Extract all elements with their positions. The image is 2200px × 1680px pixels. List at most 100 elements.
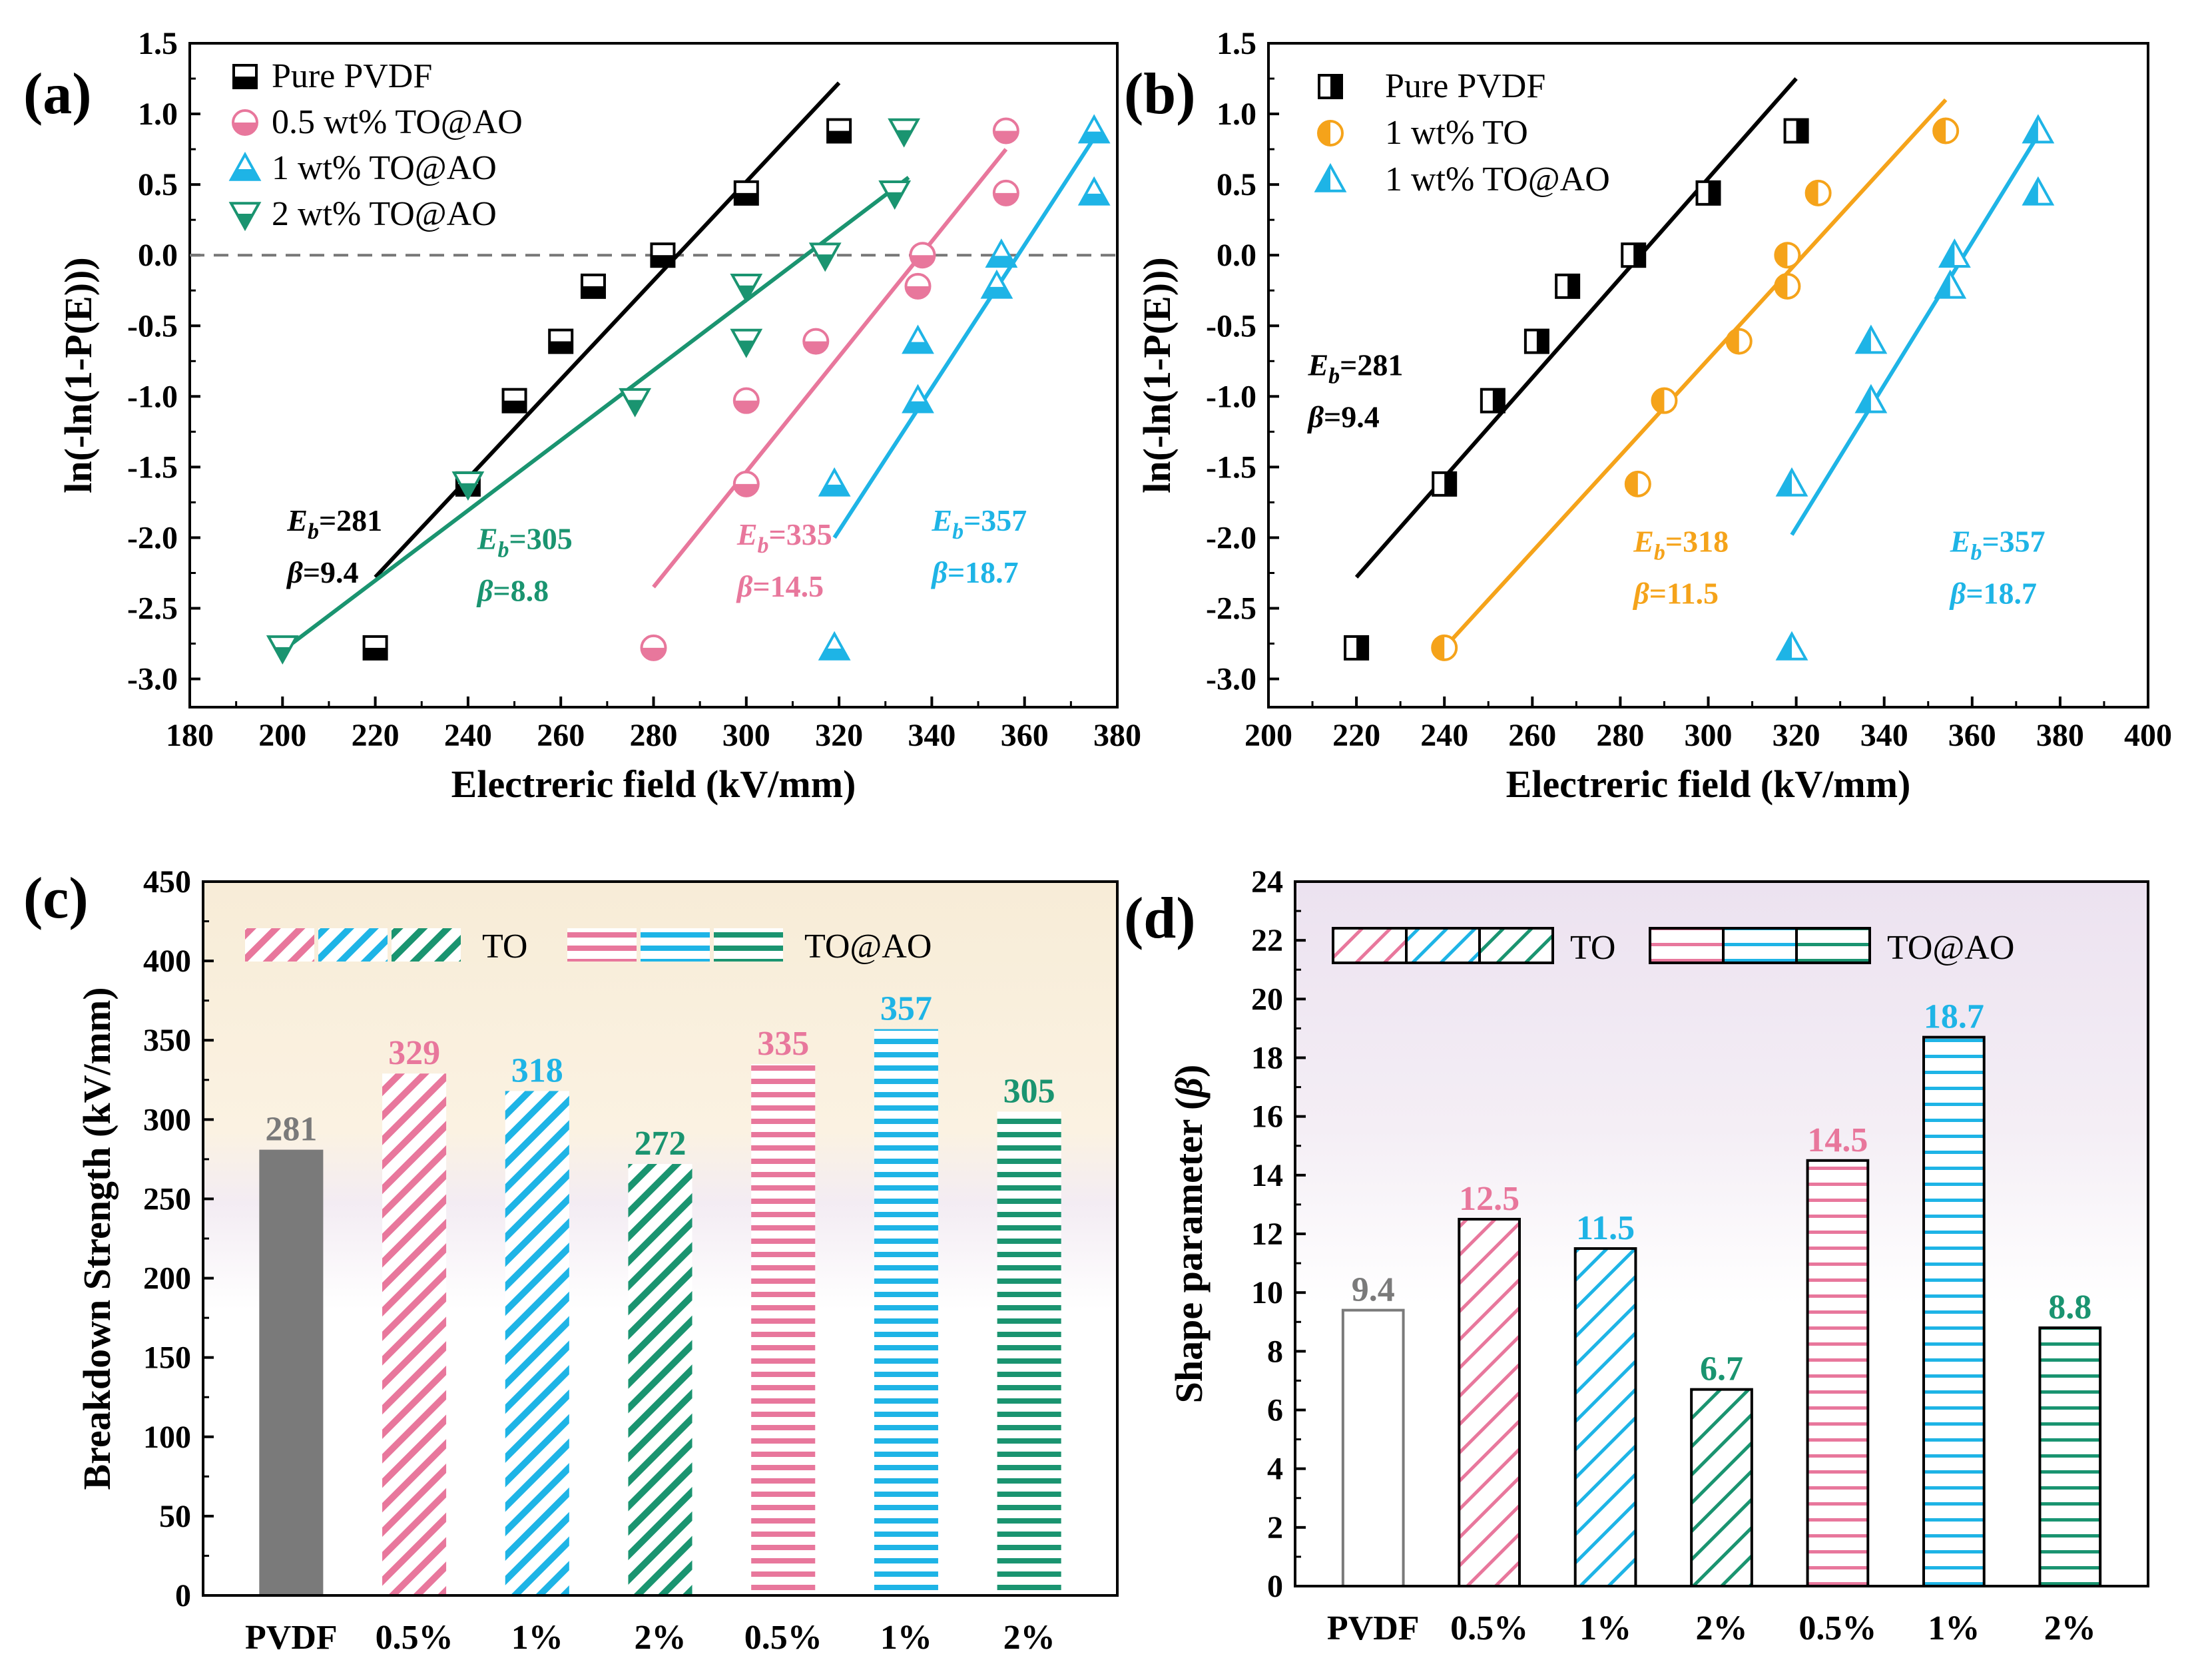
legend-label: TO@AO [804, 928, 932, 966]
data-point [266, 635, 299, 665]
series-2: Eb=357 β=18.7 [1775, 114, 2055, 661]
data-point [1077, 176, 1111, 206]
bar-5 [1922, 1035, 1986, 1588]
legend-marker [1314, 162, 1347, 192]
data-point [362, 635, 388, 661]
bar-value-label: 357 [880, 990, 932, 1028]
y-axis-title: Shape parameter (β) [1167, 1065, 1211, 1404]
eb-annotation: Eb=335 [736, 517, 832, 558]
legend-label: TO [1570, 929, 1615, 967]
bar-5 [874, 1029, 938, 1595]
bar-4 [1806, 1159, 1870, 1587]
legend-swatch [392, 928, 461, 962]
eb-annotation: Eb=305 [477, 521, 573, 562]
plot-frame [188, 42, 1119, 708]
category-label: 1% [511, 1619, 563, 1657]
y-tick-label: 16 [1251, 1099, 1283, 1135]
data-point [730, 274, 763, 303]
x-tick-label: 200 [258, 718, 306, 753]
data-point [1523, 328, 1549, 354]
legend-marker [1317, 120, 1344, 146]
bar-value-label: 11.5 [1576, 1209, 1635, 1247]
data-point [1774, 242, 1801, 269]
data-point [501, 388, 527, 414]
y-tick-label: 150 [143, 1340, 191, 1376]
legend: Pure PVDF 0.5 wt% TO@AO 1 wt% TO@AO 2 wt% T… [228, 57, 523, 233]
y-tick-label: 0 [1267, 1569, 1283, 1604]
fit-line [281, 176, 910, 653]
eb-annotation: Eb=357 [1950, 525, 2046, 565]
panel-b-scatter: (b) 200 220 240 260 280 300 320 340 360 380 400 -3.0… [1124, 26, 2172, 806]
bar-value-label: 305 [1003, 1072, 1055, 1110]
bar-value-label: 329 [388, 1034, 440, 1072]
data-point [985, 238, 1018, 268]
data-point [826, 118, 852, 144]
y-tick-label: 8 [1267, 1334, 1283, 1369]
bar-0 [1341, 1308, 1405, 1588]
data-point [1695, 180, 1721, 206]
y-tick-label: 1.5 [1217, 26, 1256, 61]
bar-2 [505, 1091, 569, 1595]
y-tick-label: 200 [143, 1261, 191, 1296]
category-label: 0.5% [744, 1619, 822, 1657]
x-tick-label: 220 [1332, 718, 1380, 753]
fit-line [1354, 77, 1798, 579]
x-tick-label: 320 [815, 718, 863, 753]
bar-6 [2038, 1326, 2102, 1587]
bar-value-label: 9.4 [1352, 1271, 1395, 1309]
category-label: PVDF [1327, 1609, 1420, 1647]
x-tick-label: 240 [1420, 718, 1468, 753]
x-tick-label: 320 [1773, 718, 1820, 753]
legend-label: 0.5 wt% TO@AO [272, 103, 523, 141]
category-label: PVDF [245, 1619, 338, 1657]
data-point [1432, 471, 1458, 497]
y-tick-label: 2 [1267, 1510, 1283, 1545]
data-point [980, 269, 1013, 299]
beta-annotation: β=9.4 [1306, 400, 1379, 434]
data-point [818, 467, 851, 497]
data-point [904, 272, 932, 300]
data-point [1624, 470, 1651, 497]
legend-marker [1318, 74, 1343, 99]
legend: TO TO@AO [1332, 927, 2014, 967]
legend-label: TO@AO [1887, 929, 2014, 967]
y-tick-label: 350 [143, 1023, 191, 1058]
panel-label: (b) [1124, 62, 1196, 127]
legend-label: 1 wt% TO [1385, 114, 1528, 152]
y-tick-label: -3.0 [1206, 662, 1256, 697]
data-point [1725, 328, 1753, 355]
legend-swatch [318, 928, 388, 962]
eb-annotation: Eb=357 [931, 503, 1027, 544]
legend-label: TO [482, 928, 527, 966]
y-tick-label: 0.0 [138, 238, 178, 273]
data-point [1934, 269, 1967, 299]
legend: Pure PVDF 1 wt% TO 1 wt% TO@AO [1314, 67, 1610, 198]
beta-annotation: β=11.5 [1632, 577, 1719, 611]
x-tick-label: 260 [537, 718, 585, 753]
eb-annotation: Eb=281 [1307, 348, 1403, 389]
y-tick-label: -1.5 [1206, 449, 1256, 485]
series-1: Eb=318 β=11.5 [1431, 98, 1960, 661]
data-point [1431, 634, 1458, 661]
bar-value-label: 272 [635, 1125, 687, 1163]
y-axis-title: ln(-ln(1-P(E))) [1135, 257, 1179, 493]
category-label: 1% [880, 1619, 932, 1657]
data-point [1555, 273, 1581, 299]
y-tick-label: -1.0 [1206, 379, 1256, 414]
y-tick-label: 0.5 [1217, 167, 1256, 202]
y-tick-label: 400 [143, 944, 191, 979]
y-tick-label: 10 [1251, 1275, 1283, 1310]
y-tick-label: 1.0 [138, 97, 178, 132]
category-label: 0.5% [1798, 1609, 1876, 1647]
data-point [1783, 118, 1809, 144]
panel-label: (c) [23, 866, 89, 931]
y-tick-label: 0 [175, 1578, 191, 1613]
data-point [818, 631, 851, 661]
legend-label: Pure PVDF [272, 57, 432, 95]
y-tick-label: -2.0 [127, 520, 178, 555]
legend-swatch [641, 928, 710, 962]
category-label: 0.5% [376, 1619, 453, 1657]
y-axis-title: Breakdown Strength (kV/mm) [75, 987, 119, 1490]
beta-annotation: β=18.7 [930, 555, 1018, 589]
series-1: Eb=335 β=14.5 [640, 117, 1019, 661]
